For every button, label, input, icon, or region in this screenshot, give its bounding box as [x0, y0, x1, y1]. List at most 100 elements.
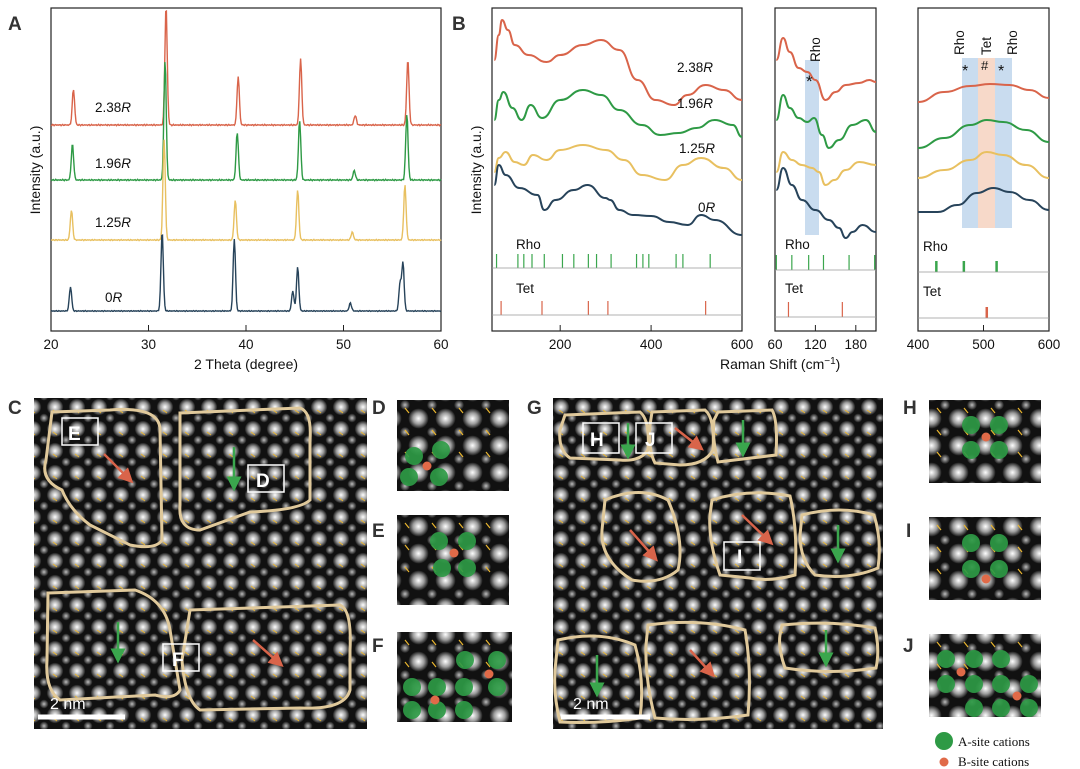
displacement-arrow — [485, 661, 491, 668]
displacement-arrow — [990, 524, 996, 531]
raman-x-axis-label: Raman Shift (cm−1) — [720, 356, 840, 372]
a-site-cation — [937, 675, 955, 693]
displacement-arrow — [485, 544, 491, 551]
raman-tick-label: 600 — [731, 337, 754, 352]
xrd-x-ticks: 20 30 40 50 60 — [43, 325, 449, 352]
a-site-cation — [990, 441, 1008, 459]
raman-series-mid-2 — [775, 150, 877, 187]
raman-series-right-0 — [917, 82, 1050, 103]
displacement-arrow — [963, 407, 969, 414]
a-site-cation — [962, 416, 980, 434]
displacement-arrow — [458, 429, 464, 436]
a-site-cation — [403, 678, 421, 696]
box-d-marker — [247, 464, 285, 493]
tet-ref-label-2: Tet — [785, 281, 803, 296]
displacement-arrow — [485, 639, 491, 646]
b-site-cation — [449, 548, 459, 558]
xrd-series-0 — [50, 9, 442, 127]
displacement-arrow — [404, 566, 410, 573]
raman-series-mid-0 — [775, 36, 877, 102]
panel-label-e: E — [372, 521, 385, 542]
box-d-label: D — [256, 471, 270, 492]
displacement-arrows-c — [34, 398, 367, 729]
displacement-arrow — [936, 641, 942, 648]
raman-series-main-2 — [493, 143, 743, 182]
raman-series-mid-1 — [775, 93, 877, 150]
raman-tick-label: 400 — [907, 337, 930, 352]
domain-outline-c3 — [45, 588, 182, 702]
displacement-arrow — [990, 429, 996, 436]
displacement-arrow — [431, 522, 437, 529]
rho-ref-label-1: Rho — [516, 237, 541, 252]
displacement-arrow — [936, 524, 942, 531]
a-site-cation — [428, 678, 446, 696]
b-site-cation — [422, 461, 432, 471]
xrd-series-label: 2.38R — [95, 100, 131, 115]
domain-outline-g2 — [648, 408, 715, 467]
rho-ref-label-2: Rho — [785, 237, 810, 252]
panel-label-i: I — [906, 521, 911, 542]
a-site-cation — [962, 534, 980, 552]
domain-outline-g4 — [600, 491, 682, 583]
a-site-cation — [962, 560, 980, 578]
displacement-arrow — [1017, 407, 1023, 414]
asterisk-3b: * — [998, 63, 1004, 80]
box-h-marker — [582, 422, 620, 454]
domain-outline-c2 — [178, 406, 312, 532]
displacement-arrow — [485, 429, 491, 436]
box-i-marker — [723, 541, 761, 571]
domain-outline-g6 — [798, 508, 881, 578]
displacement-arrow — [1017, 568, 1023, 575]
asterisk-3a: * — [962, 63, 968, 80]
a-site-cation — [965, 699, 983, 717]
xrd-series-label: 1.25R — [95, 215, 131, 230]
domain-outline-g5 — [708, 491, 798, 581]
displacement-arrow — [936, 451, 942, 458]
box-i-label: I — [737, 547, 742, 568]
raman-series-right-1 — [917, 118, 1050, 149]
a-site-cation — [937, 650, 955, 668]
box-f-marker — [162, 643, 200, 672]
displacement-arrow — [990, 407, 996, 414]
a-site-cation — [990, 416, 1008, 434]
displacement-arrow — [963, 524, 969, 531]
cation-overlays-def — [400, 407, 506, 719]
raman-series-main-1 — [493, 88, 743, 138]
haadf-image-e — [397, 515, 509, 605]
displacement-arrow — [404, 639, 410, 646]
legend-b-site-swatch — [939, 757, 949, 767]
a-site-cation — [455, 678, 473, 696]
scale-bar-label-c: 2 nm — [50, 696, 86, 713]
a-site-cation — [430, 532, 448, 550]
a-site-cation — [990, 560, 1008, 578]
displacement-arrow — [963, 641, 969, 648]
b-site-cation — [430, 695, 440, 705]
polarization-arrow-c1 — [103, 453, 134, 484]
displacement-arrow — [936, 663, 942, 670]
polarization-arrow-g2 — [674, 427, 704, 451]
tet-ref-label-3: Tet — [923, 284, 941, 299]
panel-label-d: D — [372, 398, 386, 419]
raman-y-axis-label: Intensity (a.u.) — [468, 126, 484, 215]
displacement-arrow — [936, 429, 942, 436]
domain-outline-g8 — [644, 620, 751, 721]
raman-series — [493, 18, 1050, 240]
displacement-arrow — [1017, 524, 1023, 531]
a-site-cation — [432, 441, 450, 459]
raman-plot-frame-2 — [774, 7, 877, 332]
displacement-arrow — [936, 546, 942, 553]
displacement-arrow — [990, 641, 996, 648]
domain-outline-c4 — [180, 603, 352, 712]
box-j-marker — [635, 422, 673, 454]
panel-label-g: G — [527, 398, 542, 419]
displacement-arrow — [404, 522, 410, 529]
panel-label-f: F — [372, 636, 384, 657]
displacement-arrow — [404, 661, 410, 668]
displacement-arrow — [431, 429, 437, 436]
rho-ref-label-3: Rho — [923, 239, 948, 254]
a-site-cation — [433, 559, 451, 577]
displacement-arrow — [404, 407, 410, 414]
raman-series-main-3 — [493, 163, 743, 236]
xrd-series-labels: 2.38R 1.96R 1.25R 0R — [95, 100, 131, 305]
raman-series-label: 1.96R — [677, 96, 713, 111]
